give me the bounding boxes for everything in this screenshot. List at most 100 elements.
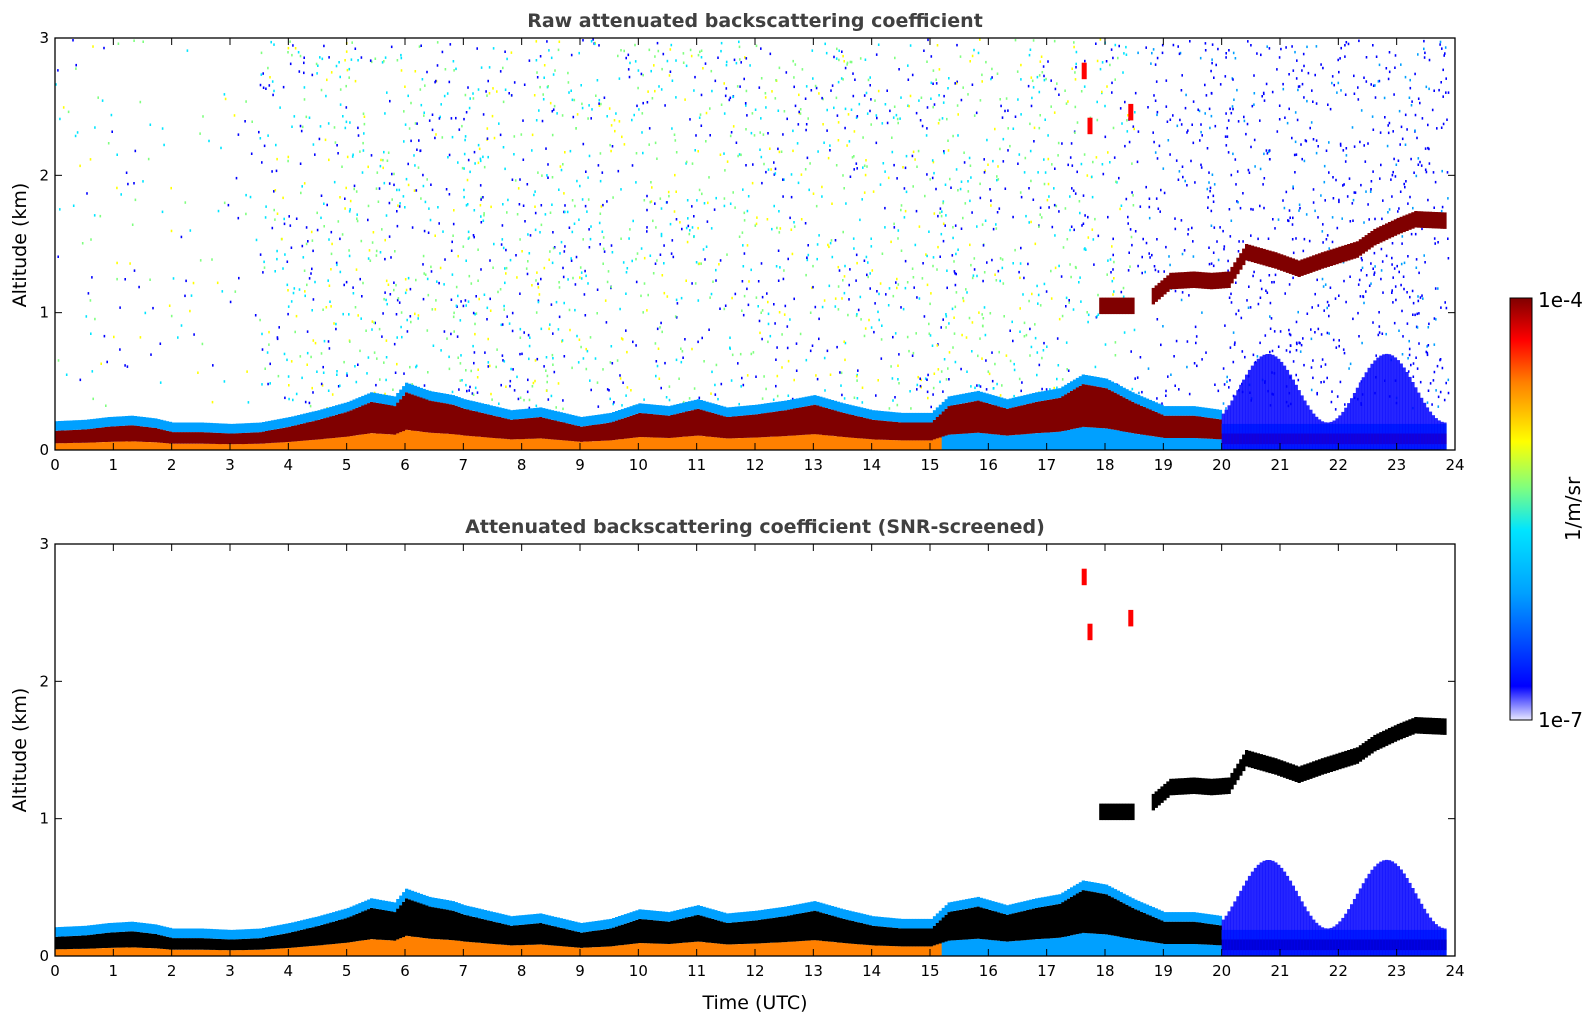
noise-mark [487,79,489,83]
surface-cell [405,429,409,450]
noise-mark [1394,54,1397,57]
layer-core-cell [895,422,899,441]
noise-mark [908,104,910,108]
surface-cell [504,438,508,450]
noise-mark [276,157,278,161]
noise-mark [370,60,373,64]
noise-mark [1326,331,1329,335]
noise-mark [541,174,543,177]
noise-mark [1312,138,1315,141]
noise-mark [744,102,747,105]
layer-core-cell [822,407,826,436]
noise-mark [1020,389,1022,393]
noise-mark [574,204,576,208]
layer-halo-cell [148,417,152,428]
noise-mark [823,141,825,144]
noise-mark [585,274,587,278]
noise-mark [1263,206,1265,210]
noise-mark [911,73,914,77]
layer-halo-cell [1180,406,1185,416]
noise-mark [1296,59,1298,62]
noise-mark [276,249,278,253]
surface-cell [912,440,916,450]
noise-mark [579,266,582,269]
noise-mark [1302,249,1305,253]
noise-mark [807,117,809,120]
layer-halo-cell [685,401,689,412]
boundary-layer-cell [1300,395,1304,450]
noise-mark [417,166,420,169]
noise-mark [834,305,837,308]
noise-mark [1334,408,1337,411]
noise-mark [646,230,648,233]
noise-mark [824,42,826,46]
noise-mark [1392,170,1394,174]
noise-mark [293,287,296,290]
noise-mark [1114,341,1117,344]
noise-mark [287,46,290,50]
layer-halo-cell [469,400,473,411]
noise-mark [842,78,844,81]
noise-mark [523,398,525,402]
noise-mark [312,298,315,301]
boundary-layer-cell [1443,422,1447,450]
noise-mark [1019,191,1022,194]
layer-halo-cell [168,421,173,432]
surface-cell [160,442,164,450]
noise-mark [1148,216,1151,220]
noise-mark [999,279,1001,283]
noise-mark [1018,377,1021,381]
surface-cell [463,435,467,450]
noise-mark [1312,100,1314,103]
noise-mark [1142,237,1144,241]
surface-cell [804,434,808,450]
noise-mark [397,297,400,300]
noise-mark [1417,53,1419,56]
layer-core-cell [565,423,569,441]
layer-core-cell [512,419,517,440]
surface-cell [798,435,803,450]
noise-mark [737,154,739,158]
noise-mark [345,106,348,109]
layer-core-cell [157,428,161,443]
layer-halo-cell [813,395,817,405]
noise-mark [778,311,781,314]
noise-mark [237,133,240,136]
noise-mark [1189,40,1191,43]
noise-mark [312,391,314,394]
noise-mark [259,318,261,322]
boundary-layer-cell [1399,363,1403,450]
noise-mark [89,158,92,161]
surface-cell [370,433,374,450]
cloud-layer-cell [1189,271,1193,289]
layer-halo-cell [836,401,840,412]
noise-mark [327,340,330,343]
noise-mark [643,282,646,285]
noise-mark [953,316,955,319]
noise-mark [1078,200,1081,203]
noise-mark [259,137,262,140]
noise-mark [1186,131,1188,134]
layer-core-cell [819,406,823,435]
surface-cell [903,440,908,450]
noise-mark [423,384,426,387]
noise-mark [1055,204,1058,208]
noise-mark [388,201,391,205]
noise-mark [1014,38,1017,42]
noise-mark [1225,112,1227,115]
noise-mark [638,108,640,111]
layer-halo-cell [1163,406,1167,416]
surface-cell [142,441,146,450]
boundary-layer-cell [1230,400,1234,450]
noise-mark [1331,216,1334,219]
noise-mark [443,283,445,286]
noise-mark [1012,215,1014,219]
noise-mark [560,240,563,244]
noise-mark [465,111,468,114]
noise-mark [1175,339,1178,343]
noise-mark [287,305,290,308]
noise-mark [441,136,444,139]
noise-mark [609,361,612,364]
noise-mark [185,279,187,283]
noise-mark [1409,195,1411,199]
